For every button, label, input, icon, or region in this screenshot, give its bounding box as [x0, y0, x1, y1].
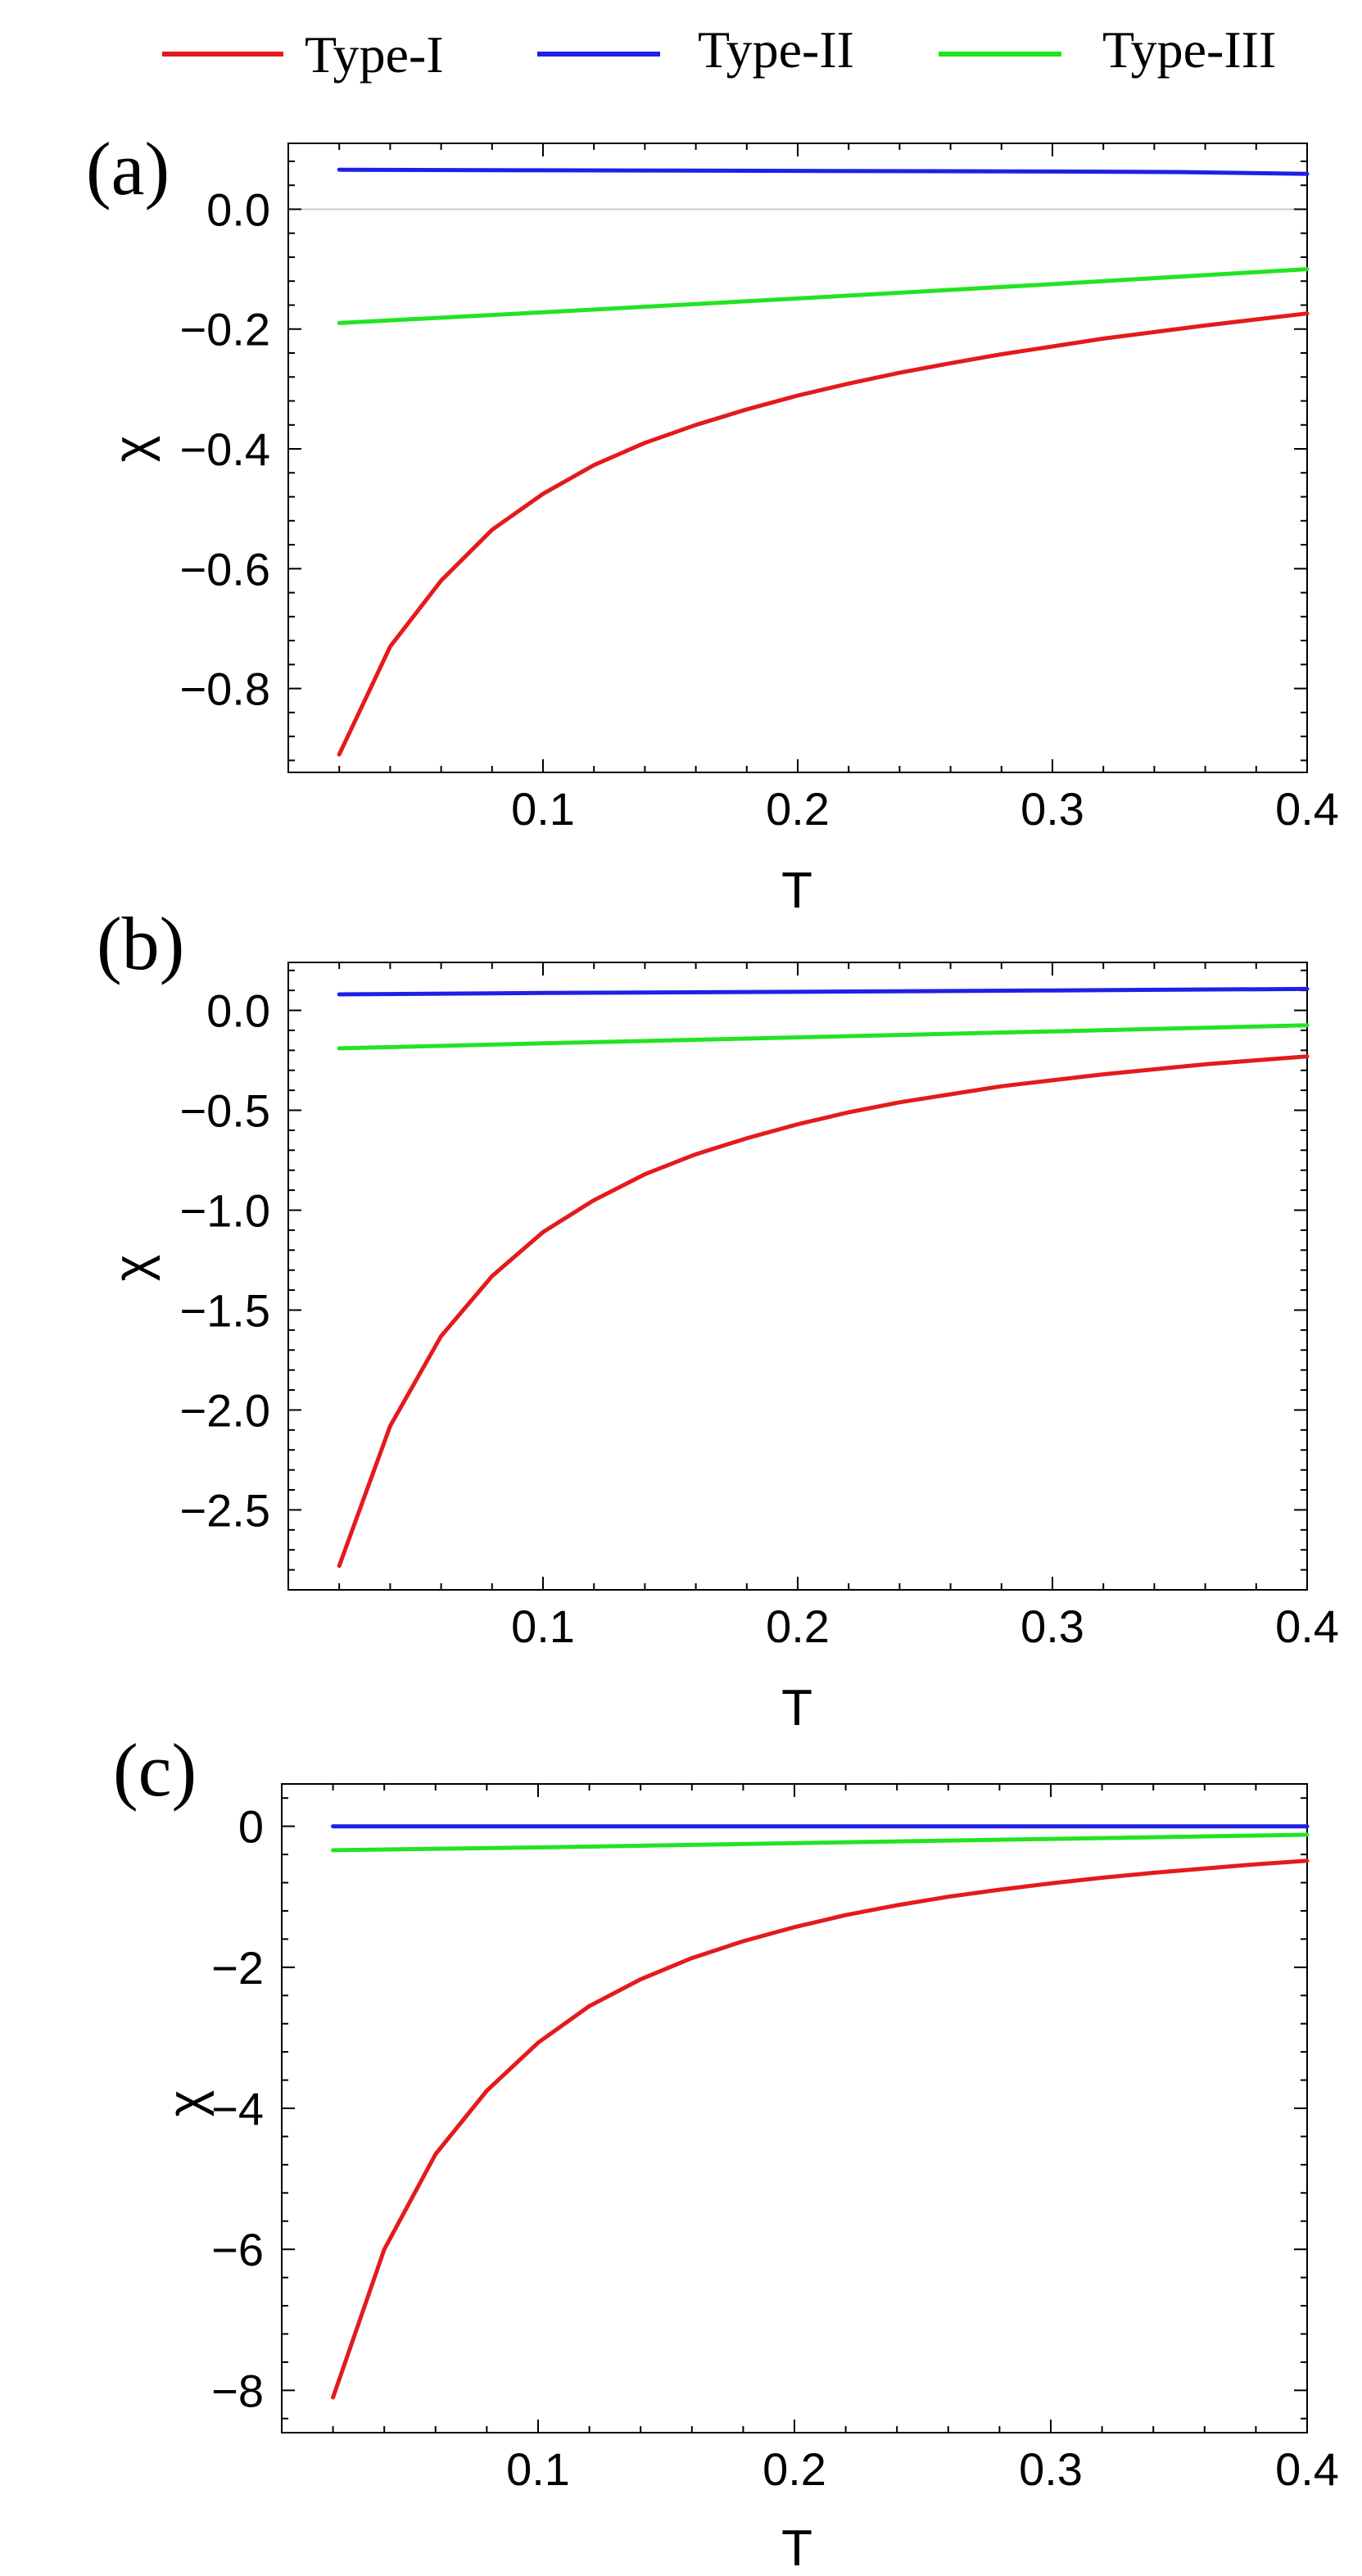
y-tick-label: −2.5: [179, 1484, 270, 1536]
x-tick-label: 0.4: [1275, 783, 1339, 835]
x-tick-label: 0.4: [1275, 2443, 1339, 2495]
y-tick-label: −1.5: [179, 1284, 270, 1336]
series-line-type-i: [331, 1858, 1310, 2400]
panel-label: (b): [97, 902, 184, 985]
panel-label: (a): [86, 127, 170, 211]
x-tick-label: 0.2: [766, 1600, 830, 1652]
x-tick-label: 0.2: [766, 783, 830, 835]
y-tick-label: −2.0: [179, 1384, 270, 1436]
x-tick-label: 0.3: [1019, 2443, 1083, 2495]
y-tick-label: −0.5: [179, 1085, 270, 1137]
x-axis-title: T: [781, 2520, 812, 2576]
y-tick-label: 0.0: [206, 183, 270, 235]
y-tick-label: −0.6: [179, 543, 270, 595]
y-tick-label: 0.0: [206, 985, 270, 1037]
y-tick-label: −0.8: [179, 663, 270, 715]
series-line-type-ii: [337, 986, 1310, 997]
y-tick-label: −8: [211, 2365, 264, 2416]
series-line-type-iii: [331, 1832, 1310, 1853]
panel-c: 0.1 0.2 0.3 0.4 0 −2 −4 −6 −8 (c) χ T: [113, 1728, 1339, 2576]
series-line-type-ii: [337, 167, 1310, 176]
y-axis-title: χ: [158, 2090, 215, 2117]
y-tick-label: −0.2: [179, 304, 270, 355]
x-tick-label: 0.3: [1020, 783, 1084, 835]
panel-b: 0.1 0.2 0.3 0.40.0−0.5−1.0−1.5−2.0−2.5 (b) …: [97, 902, 1339, 1736]
legend-label-type-iii: Type-III: [1102, 20, 1276, 79]
legend-entry-type-i: Type-I: [162, 25, 444, 84]
series-line-type-i: [337, 311, 1310, 757]
x-tick-label: 0.1: [506, 2443, 570, 2495]
legend-label-type-i: Type-I: [305, 25, 444, 84]
legend-entry-type-ii: Type-II: [537, 20, 854, 79]
series-line-type-i: [337, 1054, 1310, 1569]
y-axis-title: χ: [104, 436, 161, 463]
x-tick-label: 0.1: [511, 783, 575, 835]
y-tick-label: −2: [211, 1942, 264, 1994]
legend: Type-I Type-II Type-III: [162, 20, 1276, 84]
y-tick-label: −6: [211, 2224, 264, 2275]
y-tick-label: −1.0: [179, 1184, 270, 1236]
legend-label-type-ii: Type-II: [698, 20, 854, 79]
x-tick-label: 0.4: [1275, 1600, 1339, 1652]
y-tick-label: −0.4: [179, 423, 270, 475]
panel-a: 0.1 0.2 0.3 0.4 0.0 −0.2 −0.4 −0.6 −0.8 (a) χ T: [86, 127, 1339, 919]
panel-label: (c): [113, 1728, 197, 1812]
x-tick-label: 0.3: [1020, 1600, 1084, 1652]
series-line-type-iii: [337, 267, 1310, 325]
y-tick-label: 0: [238, 1801, 264, 1853]
series-line-type-iii: [337, 1023, 1310, 1051]
y-axis-title: χ: [104, 1255, 161, 1282]
x-axis-title: T: [781, 862, 812, 919]
y-tick-label: −4: [211, 2083, 264, 2135]
x-axis-title: T: [781, 1680, 812, 1736]
x-tick-label: 0.1: [511, 1600, 575, 1652]
x-tick-label: 0.2: [762, 2443, 826, 2495]
legend-entry-type-iii: Type-III: [939, 20, 1276, 79]
